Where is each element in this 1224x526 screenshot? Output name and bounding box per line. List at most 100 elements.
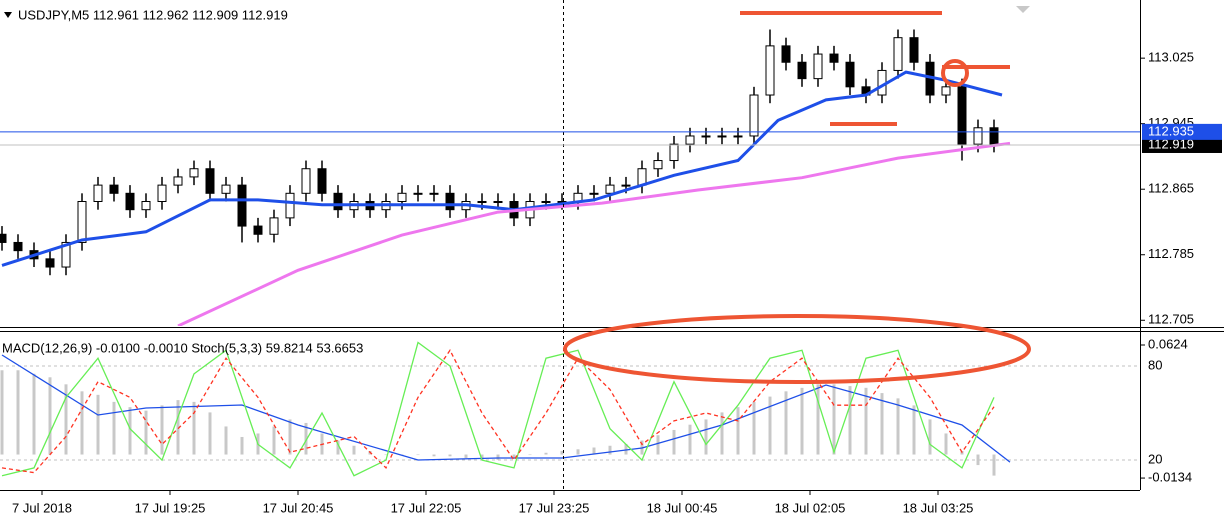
histogram-bar	[800, 387, 804, 455]
candle-body	[93, 184, 103, 202]
histogram-bar	[512, 454, 516, 459]
candle-body	[189, 168, 199, 178]
histogram-bar	[736, 407, 740, 455]
y-tick-label: 112.865	[1148, 181, 1194, 196]
x-tick-label: 17 Jul 23:25	[519, 500, 590, 515]
candle-body	[701, 135, 711, 138]
histogram-bar	[896, 398, 900, 455]
candle-body	[61, 241, 71, 268]
histogram-bar	[976, 454, 980, 466]
candle-body	[285, 192, 295, 219]
histogram-bar	[704, 419, 708, 455]
histogram-bar	[336, 440, 340, 455]
x-tick-label: 17 Jul 22:05	[391, 500, 462, 515]
indicator-title: MACD(12,26,9) -0.0100 -0.0010 Stoch(5,3,…	[2, 340, 363, 355]
indicator-panel	[0, 341, 1140, 477]
line-series	[1, 354, 1011, 463]
histogram-bar	[784, 391, 788, 455]
histogram-bar	[48, 377, 52, 455]
candle-body	[765, 45, 775, 96]
histogram-bar	[64, 384, 68, 455]
histogram-bar	[848, 386, 852, 455]
y-tick-label: 112.785	[1148, 246, 1194, 261]
histogram-bar	[816, 384, 820, 455]
x-tick-label: 17 Jul 20:45	[263, 500, 334, 515]
histogram-bar	[688, 424, 692, 455]
candle-body	[205, 168, 215, 194]
candle-body	[589, 192, 599, 195]
candle-body	[669, 143, 679, 162]
histogram-bar	[768, 396, 772, 455]
candle-body	[957, 86, 967, 145]
histogram-bar	[416, 454, 420, 456]
candle-body	[0, 233, 7, 243]
candle-body	[989, 127, 999, 146]
histogram-bar	[208, 412, 212, 455]
histogram-bar	[288, 419, 292, 455]
candle-body	[749, 94, 759, 137]
histogram-bar	[176, 400, 180, 455]
histogram-bar	[224, 426, 228, 455]
candle-body	[125, 192, 135, 211]
candle-body	[733, 135, 743, 138]
line-series	[1, 70, 1003, 267]
candle-body	[637, 168, 647, 186]
histogram-bar	[624, 444, 628, 455]
histogram-bar	[432, 454, 436, 457]
y2-tick-label: 80	[1148, 357, 1162, 372]
histogram-bar	[592, 447, 596, 455]
candle-body	[317, 168, 327, 194]
histogram-bar	[352, 445, 356, 455]
candle-body	[13, 241, 23, 252]
candle-body	[397, 192, 407, 202]
histogram-bar	[272, 426, 276, 455]
candle-body	[45, 258, 55, 268]
annotation-circle	[941, 59, 969, 87]
histogram-bar	[480, 454, 484, 460]
price-label: 112.935	[1148, 123, 1194, 138]
price-panel	[0, 29, 1011, 326]
histogram-bar	[912, 405, 916, 455]
x-tick-label: 18 Jul 02:05	[775, 500, 846, 515]
candle-body	[973, 127, 983, 145]
candle-body	[893, 37, 903, 71]
histogram-bar	[720, 412, 724, 455]
x-tick-label: 17 Jul 19:25	[135, 500, 206, 515]
histogram-bar	[160, 405, 164, 455]
candle-body	[941, 86, 951, 96]
candle-body	[173, 176, 183, 186]
candle-body	[717, 135, 727, 138]
histogram-bar	[304, 422, 308, 455]
x-tick-label: 7 Jul 2018	[12, 500, 72, 515]
candle-body	[621, 184, 631, 187]
candle-body	[845, 61, 855, 88]
x-tick-label: 18 Jul 00:45	[647, 500, 718, 515]
histogram-bar	[0, 370, 4, 455]
histogram-bar	[880, 393, 884, 455]
histogram-bar	[832, 384, 836, 455]
histogram-bar	[464, 454, 468, 459]
candle-body	[829, 53, 839, 63]
histogram-bar	[96, 394, 100, 455]
histogram-bar	[16, 370, 20, 455]
candle-body	[237, 184, 247, 227]
price-label-box	[1142, 136, 1222, 153]
y-tick-label: 0.0624	[1148, 336, 1188, 351]
line-series	[1, 341, 995, 477]
line-series	[177, 141, 1011, 326]
histogram-bar	[448, 454, 452, 457]
candle-body	[333, 192, 343, 211]
histogram-bar	[944, 433, 948, 455]
candle-body	[413, 192, 423, 195]
histogram-bar	[864, 387, 868, 455]
histogram-bar	[128, 407, 132, 455]
candle-body	[301, 168, 311, 194]
candle-body	[477, 200, 487, 203]
candle-body	[109, 184, 119, 194]
candle-body	[141, 200, 151, 211]
candle-body	[157, 184, 167, 202]
y-tick-label: -0.0134	[1148, 469, 1192, 484]
histogram-bar	[656, 435, 660, 455]
candle-body	[813, 53, 823, 80]
